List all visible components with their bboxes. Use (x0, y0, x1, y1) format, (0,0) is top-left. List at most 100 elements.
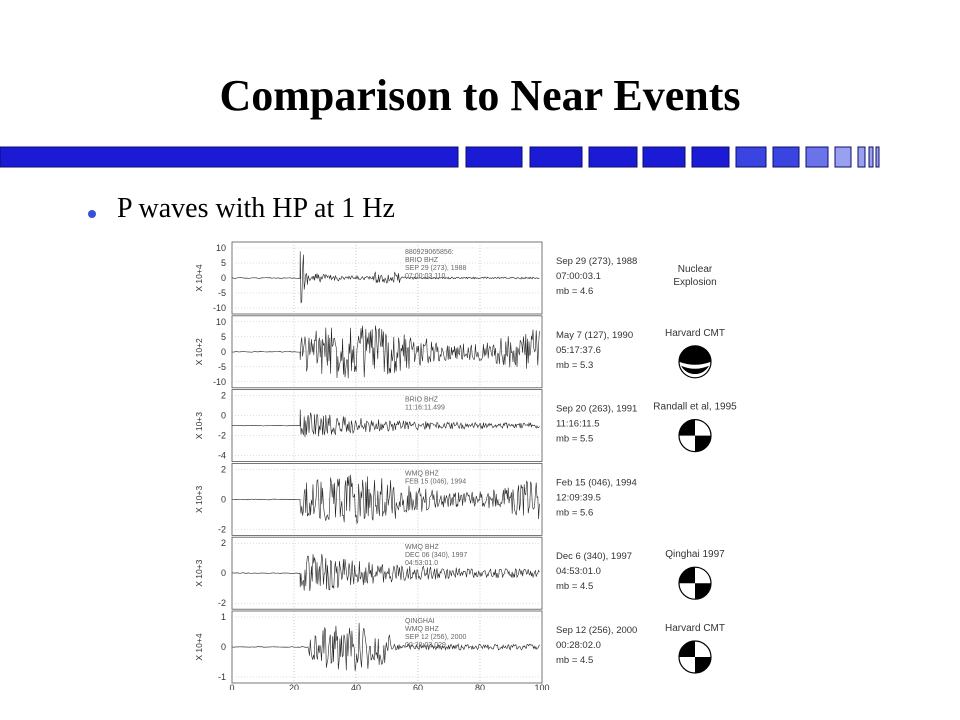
title-bar-segment (691, 146, 730, 168)
title-bar-segment (857, 146, 866, 168)
title-bar-segment (834, 146, 852, 168)
y-tick-label: 1 (221, 612, 226, 622)
scale-label: X 10+2 (194, 338, 204, 365)
y-tick-label: -4 (218, 451, 226, 461)
station-annotation: 04:53:01.0 (405, 560, 438, 567)
title-bar-segment (875, 146, 880, 168)
station-annotation: WMQ BHZ (405, 470, 440, 477)
event-info-text: May 7 (127), 1990 (556, 330, 633, 341)
event-info-text: 04:53:01.0 (556, 566, 601, 577)
title-bar-segment (735, 146, 767, 168)
y-tick-label: 2 (221, 391, 226, 401)
y-tick-label: -5 (218, 362, 226, 372)
title-bar-segment (642, 146, 686, 168)
event-info-text: Feb 15 (046), 1994 (556, 477, 637, 488)
station-annotation: DEC 06 (340), 1997 (405, 552, 467, 559)
seismogram-panel: 10 5 0 -5 -10 X 10+2 May 7 (127), 1990 05:17:37… (194, 315, 725, 389)
y-tick-label: 5 (221, 258, 226, 268)
event-info-text: 05:17:37.6 (556, 345, 601, 356)
waveform-trace (231, 251, 540, 304)
y-tick-label: 0 (221, 411, 226, 421)
title-bar-segment (868, 146, 874, 168)
mechanism-label: Nuclear (678, 264, 713, 275)
slide-title: Comparison to Near Events (219, 71, 741, 120)
y-tick-label: -1 (218, 672, 226, 682)
station-annotation: 880929065856: (405, 249, 454, 256)
event-info-text: mb = 5.6 (556, 507, 593, 518)
beachball-icon (678, 566, 712, 600)
y-tick-label: -10 (213, 377, 226, 387)
station-annotation: WMQ BHZ (405, 544, 440, 551)
title-bar-segment (0, 146, 459, 168)
x-tick-label: 80 (475, 683, 485, 690)
bullet-text: P waves with HP at 1 Hz (117, 193, 395, 224)
event-info-text: mb = 4.5 (556, 581, 593, 592)
station-annotation: 07:00:03.110 (405, 273, 445, 280)
event-info-text: Sep 20 (263), 1991 (556, 404, 637, 415)
event-info-text: 12:09:39.5 (556, 492, 601, 503)
event-info-text: mb = 4.5 (556, 655, 593, 666)
mechanism-label: Qinghai 1997 (665, 549, 725, 560)
waveform-trace (231, 325, 540, 379)
title-bar-segment (529, 146, 583, 168)
y-tick-label: 10 (216, 317, 226, 327)
scale-label: X 10+3 (194, 412, 204, 439)
title-bar-segment (805, 146, 829, 168)
event-info-text: mb = 5.5 (556, 434, 593, 445)
mechanism-label: Explosion (673, 277, 716, 288)
y-tick-label: 0 (221, 273, 226, 283)
event-info-text: Sep 29 (273), 1988 (556, 256, 637, 267)
event-info-text: 11:16:11.5 (556, 419, 600, 430)
y-tick-label: -5 (218, 288, 226, 298)
event-info-text: 07:00:03.1 (556, 271, 601, 282)
mechanism-label: Harvard CMT (665, 623, 725, 634)
event-info-text: Dec 6 (340), 1997 (556, 551, 632, 562)
station-annotation: 11:16:11.499 (405, 405, 445, 412)
bullet-dot (88, 210, 96, 218)
y-tick-label: 0 (221, 347, 226, 357)
title-bar-segment (772, 146, 800, 168)
title-bar-segment (588, 146, 638, 168)
beachball-icon (678, 419, 712, 453)
beachball-icon (678, 640, 712, 674)
scale-label: X 10+4 (194, 633, 204, 660)
waveform-trace (231, 553, 540, 592)
station-annotation: WMQ BHZ (405, 626, 440, 633)
mechanism-label: Harvard CMT (665, 328, 725, 339)
station-annotation: SEP 12 (256), 2000 (405, 634, 466, 641)
station-annotation: FEB 15 (046), 1994 (405, 478, 466, 485)
x-tick-label: 100 (534, 683, 549, 690)
y-tick-label: -2 (218, 524, 226, 534)
y-tick-label: 10 (216, 243, 226, 253)
station-annotation: SEP 29 (273), 1988 (405, 265, 466, 272)
y-tick-label: 5 (221, 332, 226, 342)
y-tick-label: 0 (221, 568, 226, 578)
y-tick-label: 2 (221, 464, 226, 474)
station-annotation: 00:28:02.029 (405, 642, 446, 649)
waveform-trace (231, 409, 540, 438)
y-tick-label: 0 (221, 642, 226, 652)
x-tick-label: 20 (289, 683, 299, 690)
event-info-text: mb = 5.3 (556, 360, 593, 371)
waveform-trace (231, 622, 541, 672)
title-underline-bar (0, 146, 880, 168)
y-tick-label: -2 (218, 598, 226, 608)
title-bar-segment (465, 146, 523, 168)
y-tick-label: 0 (221, 494, 226, 504)
seismogram-panel: 10 5 0 -5 -10 X 10+4 880929065856:BRIO BHZSEP … (194, 241, 717, 315)
event-info-text: 00:28:02.0 (556, 640, 601, 651)
mechanism-label: Randall et al, 1995 (653, 402, 737, 413)
y-tick-label: 2 (221, 538, 226, 548)
event-info-text: mb = 4.6 (556, 286, 593, 297)
beachball-icon (678, 345, 712, 379)
x-tick-label: 0 (229, 683, 234, 690)
scale-label: X 10+3 (194, 486, 204, 513)
event-info-text: Sep 12 (256), 2000 (556, 625, 637, 636)
scale-label: X 10+3 (194, 559, 204, 586)
x-tick-label: 40 (351, 683, 361, 690)
waveform-trace (231, 474, 540, 525)
